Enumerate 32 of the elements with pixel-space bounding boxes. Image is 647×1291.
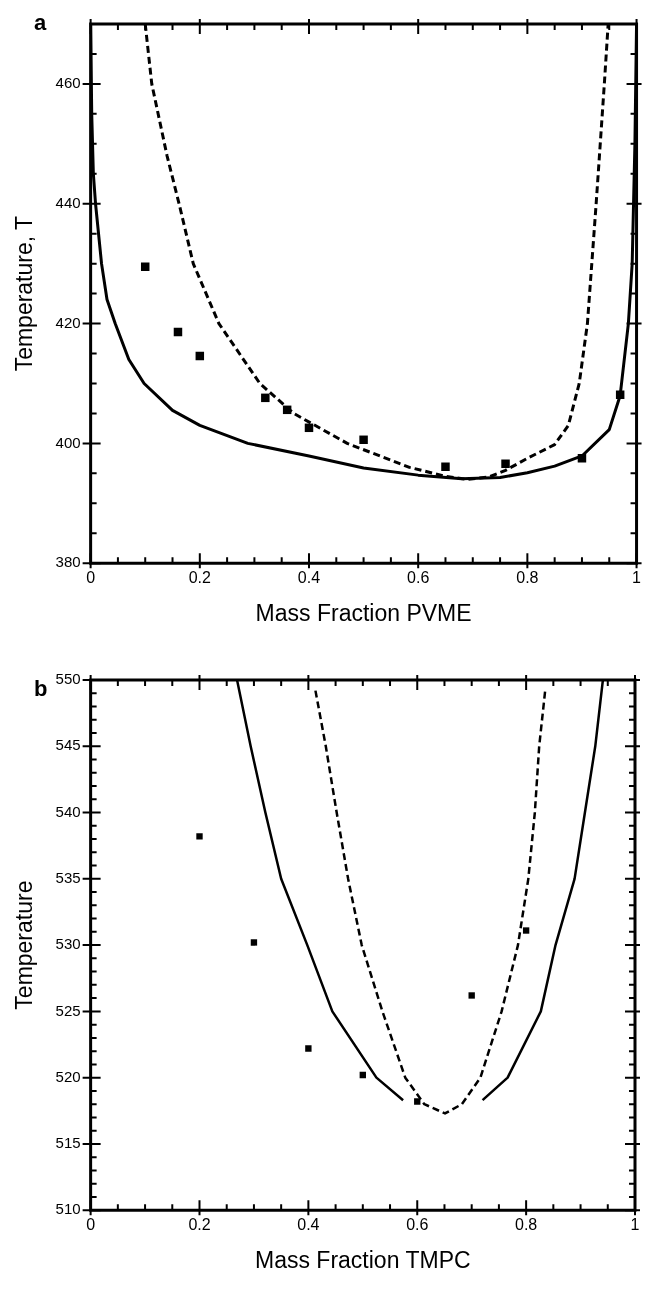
x-tick-label: 0: [86, 1216, 96, 1234]
x-tick-label: 0.8: [515, 1216, 538, 1234]
x-tick-label: 0.6: [406, 1216, 429, 1234]
chart-title: a: [34, 10, 47, 36]
x-axis-title: Mass Fraction TMPC: [255, 1246, 471, 1273]
x-tick-label: 1: [630, 1216, 640, 1234]
x-tick-label: 0.4: [297, 1216, 320, 1234]
x-tick-label: 0.2: [188, 1216, 211, 1234]
y-axis-title: Temperature: [11, 880, 38, 1010]
x-tick-label: 0: [86, 569, 96, 587]
y-tick-label: 515: [55, 1134, 81, 1152]
y-tick-label: 440: [55, 193, 81, 211]
y-tick-label: 550: [55, 670, 81, 688]
y-tick-label: 520: [55, 1067, 81, 1085]
y-tick-label: 535: [55, 868, 81, 886]
y-tick-label: 540: [55, 802, 81, 820]
chart-title: b: [34, 676, 48, 702]
y-axis-title: Temperature, T: [11, 215, 38, 372]
y-tick-label: 510: [55, 1200, 81, 1218]
x-tick-label: 0.6: [407, 569, 430, 587]
y-tick-label: 530: [55, 935, 81, 953]
x-tick-label: 0.4: [297, 569, 321, 587]
y-tick-label: 380: [55, 553, 81, 571]
x-tick-label: 0.8: [516, 569, 539, 587]
y-tick-label: 460: [55, 74, 81, 92]
y-tick-label: 400: [55, 433, 81, 451]
y-tick-label: 420: [55, 313, 81, 331]
x-tick-label: 1: [632, 569, 642, 587]
y-tick-label: 545: [55, 736, 81, 754]
y-tick-label: 525: [55, 1001, 81, 1019]
x-axis-title: Mass Fraction PVME: [255, 599, 472, 626]
x-tick-label: 0.2: [188, 569, 212, 587]
